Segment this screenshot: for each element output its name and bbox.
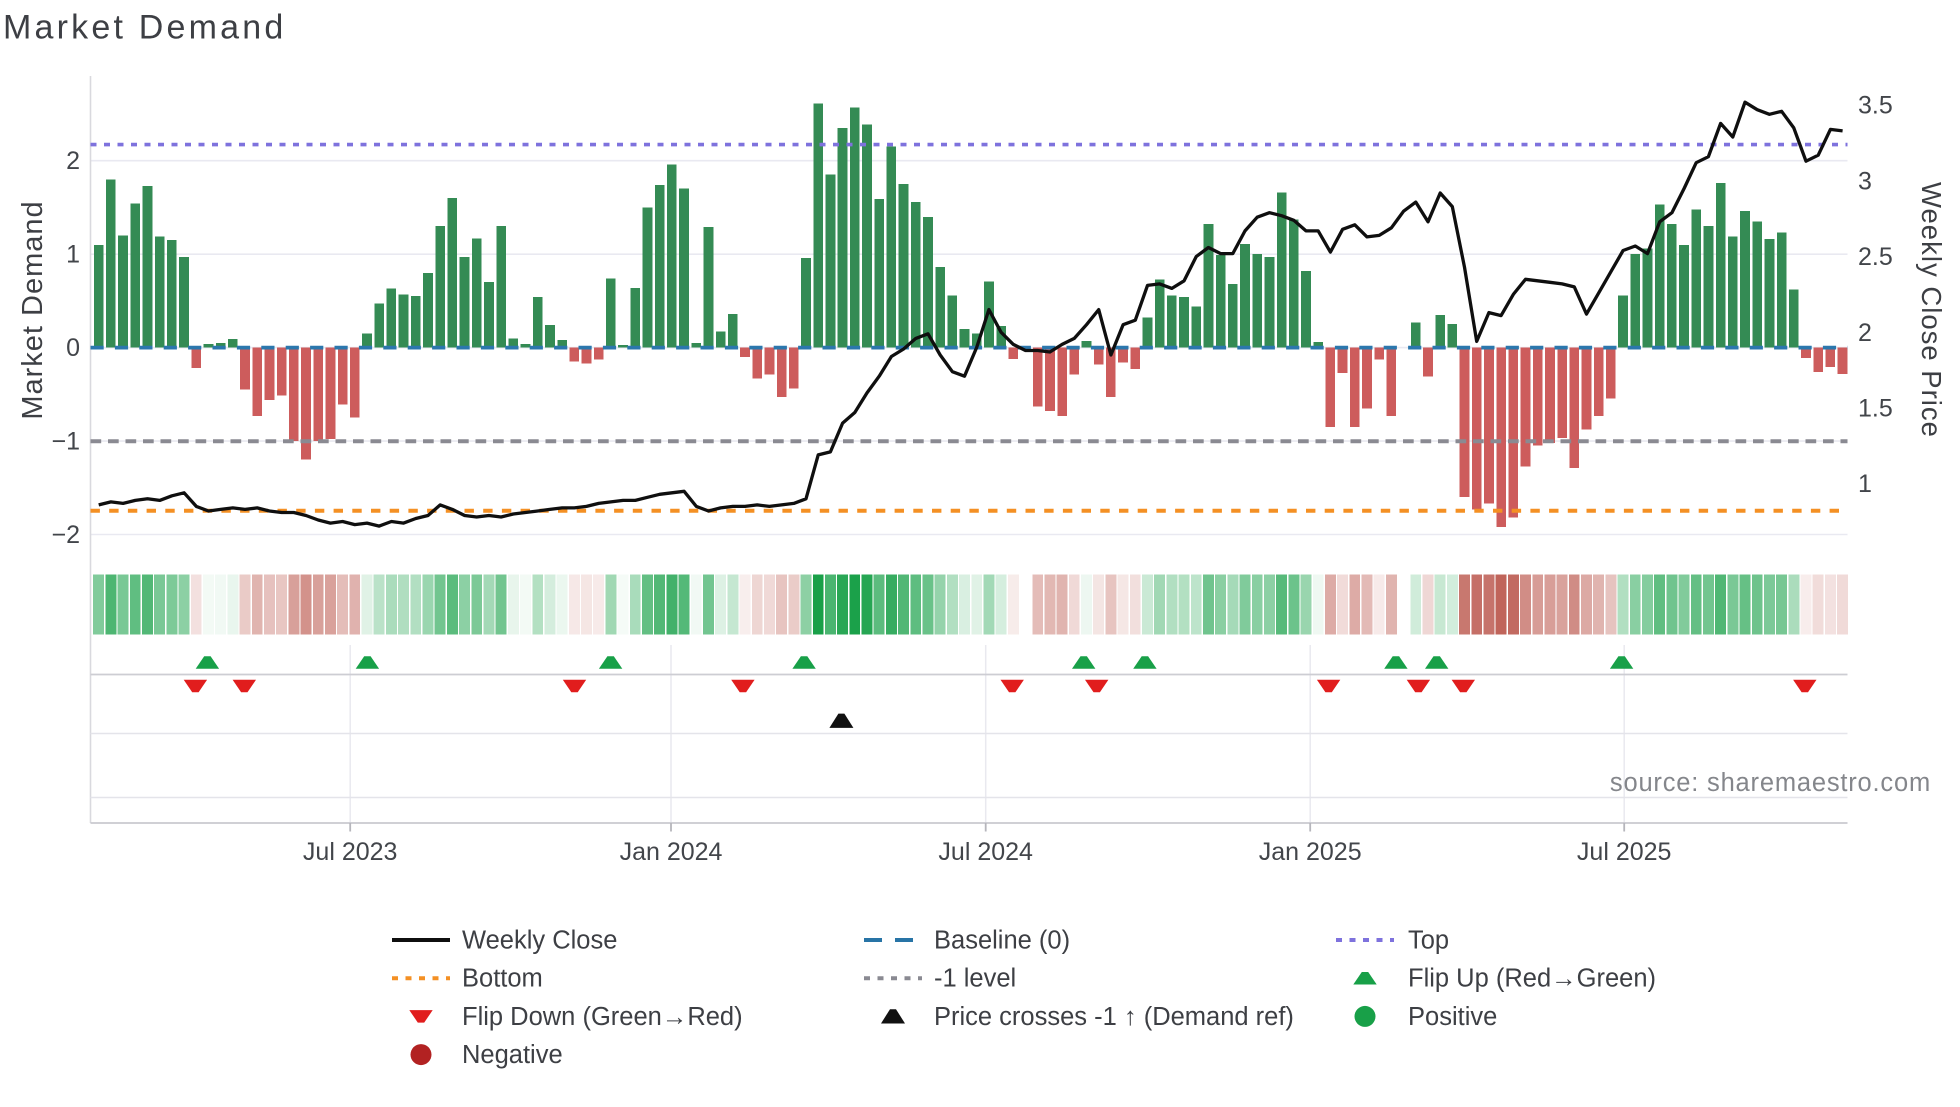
svg-text:Jul 2023: Jul 2023 — [303, 838, 398, 866]
svg-text:−2: −2 — [51, 521, 80, 549]
svg-text:2: 2 — [66, 147, 80, 175]
svg-text:Market Demand: Market Demand — [17, 200, 49, 419]
svg-text:Flip Up (Red→Green): Flip Up (Red→Green) — [1408, 965, 1656, 993]
svg-text:−1: −1 — [51, 428, 80, 456]
svg-text:1: 1 — [66, 241, 80, 269]
svg-text:Positive: Positive — [1408, 1003, 1497, 1031]
svg-text:Negative: Negative — [462, 1041, 563, 1069]
svg-text:Weekly Close Price: Weekly Close Price — [1916, 182, 1947, 438]
svg-text:Jul 2025: Jul 2025 — [1577, 838, 1672, 866]
svg-text:0: 0 — [66, 334, 80, 362]
svg-text:Jan 2025: Jan 2025 — [1259, 838, 1362, 866]
svg-text:Bottom: Bottom — [462, 965, 543, 993]
svg-text:Top: Top — [1408, 927, 1449, 955]
svg-text:Jul 2024: Jul 2024 — [938, 838, 1033, 866]
svg-text:Jan 2024: Jan 2024 — [620, 838, 723, 866]
svg-text:Weekly Close: Weekly Close — [462, 927, 617, 955]
svg-text:-1 level: -1 level — [934, 965, 1016, 993]
svg-text:2: 2 — [1858, 319, 1872, 347]
svg-text:source: sharemaestro.com: source: sharemaestro.com — [1610, 769, 1931, 797]
svg-text:Baseline (0): Baseline (0) — [934, 927, 1070, 955]
svg-text:Market Demand: Market Demand — [3, 9, 286, 47]
svg-text:3: 3 — [1858, 167, 1872, 195]
svg-text:1.5: 1.5 — [1858, 395, 1893, 423]
svg-text:1: 1 — [1858, 470, 1872, 498]
svg-text:2.5: 2.5 — [1858, 243, 1893, 271]
svg-text:Price crosses -1 ↑ (Demand ref: Price crosses -1 ↑ (Demand ref) — [934, 1003, 1294, 1031]
svg-text:3.5: 3.5 — [1858, 92, 1893, 120]
svg-text:Flip Down (Green→Red): Flip Down (Green→Red) — [462, 1003, 743, 1031]
